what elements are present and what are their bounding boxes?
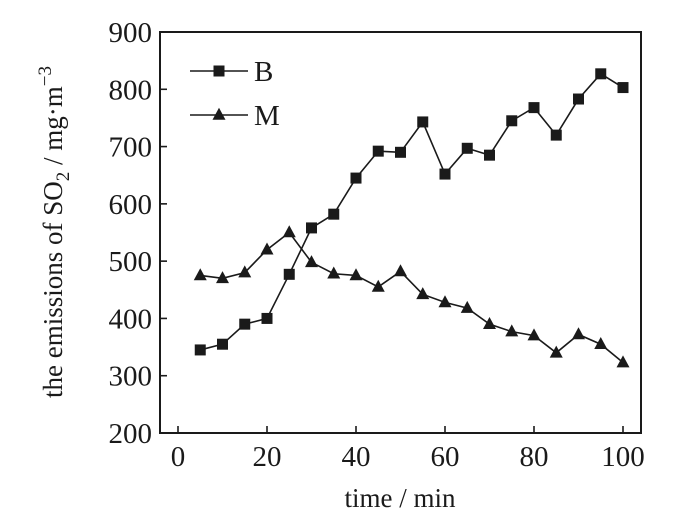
series-m-point	[616, 355, 630, 368]
series-m-point	[438, 295, 452, 308]
series-m-point	[505, 324, 519, 337]
y-tick-label: 300	[109, 361, 153, 393]
y-axis-title-units: / mg·m	[38, 86, 68, 172]
x-axis-title: time / min	[345, 483, 456, 513]
x-tick-label: 80	[520, 441, 549, 473]
series-m-point	[238, 265, 252, 278]
x-tick-label: 20	[253, 441, 282, 473]
series-b-point	[417, 116, 429, 128]
series-b-point	[617, 82, 629, 94]
series-m-point	[572, 327, 585, 340]
series-b-point	[194, 344, 206, 356]
series-b-point	[217, 338, 228, 350]
legend-item-b: B	[190, 56, 273, 88]
y-axis-title-superscript: −3	[35, 66, 56, 86]
series-m-point	[260, 242, 274, 255]
y-axis-title-subscript: 2	[53, 172, 74, 182]
y-tick-label: 200	[109, 418, 153, 450]
x-tick-label: 60	[431, 441, 460, 473]
series-m-point	[349, 268, 363, 281]
series-b-point	[350, 172, 362, 184]
series-m-point	[483, 316, 496, 329]
legend-marker-b	[213, 65, 225, 77]
series-b	[194, 68, 629, 356]
series-m-point	[549, 345, 563, 358]
axis-ticks: 0 20 40 60 80 100 200 300 400 500 600 700 800 900	[109, 17, 645, 473]
legend-label-m: M	[254, 100, 280, 132]
series-b-point	[595, 68, 607, 80]
legend-marker-m	[212, 107, 226, 120]
series-b-point	[306, 222, 317, 234]
series-m-point	[193, 268, 207, 281]
series-b-point	[484, 149, 495, 161]
series-m-point	[216, 271, 229, 284]
y-tick-label: 900	[109, 17, 153, 49]
y-tick-label: 600	[109, 189, 153, 221]
series-b-point	[550, 129, 562, 141]
series-b-point	[506, 115, 518, 127]
x-tick-label: 40	[342, 441, 371, 473]
series-b-point	[372, 145, 384, 157]
series-b-point	[261, 312, 273, 324]
y-tick-label: 500	[109, 246, 153, 278]
y-axis-title: the emissions of SO2 / mg·m−3	[35, 66, 74, 398]
y-axis-title-prefix: the emissions of SO	[38, 181, 68, 398]
series-m-point	[282, 225, 296, 238]
x-tick-label: 0	[171, 441, 186, 473]
series-b-point	[328, 208, 340, 220]
series-m-point	[371, 279, 385, 292]
series-m-point	[305, 255, 318, 268]
series-b-point	[528, 102, 540, 114]
y-tick-label: 800	[109, 74, 153, 106]
series-b-point	[439, 168, 451, 180]
series-m-point	[416, 287, 430, 300]
series-m-point	[460, 300, 474, 313]
series-m-point	[527, 328, 541, 341]
y-tick-label: 400	[109, 303, 153, 335]
series-b-point	[395, 146, 406, 158]
series-layer	[193, 68, 630, 368]
series-m-point	[327, 266, 341, 279]
series-m	[193, 225, 630, 368]
series-m-line	[200, 231, 624, 364]
y-tick-label: 700	[109, 132, 153, 164]
x-tick-label: 100	[601, 441, 645, 473]
series-b-point	[283, 268, 295, 280]
plot-frame	[159, 31, 642, 434]
series-b-point	[239, 318, 251, 330]
legend: BM	[190, 56, 280, 132]
legend-item-m: M	[190, 100, 280, 132]
series-m-point	[594, 337, 608, 350]
series-b-point	[461, 142, 473, 154]
series-m-point	[394, 264, 407, 277]
legend-label-b: B	[254, 56, 273, 88]
series-b-point	[573, 93, 584, 105]
